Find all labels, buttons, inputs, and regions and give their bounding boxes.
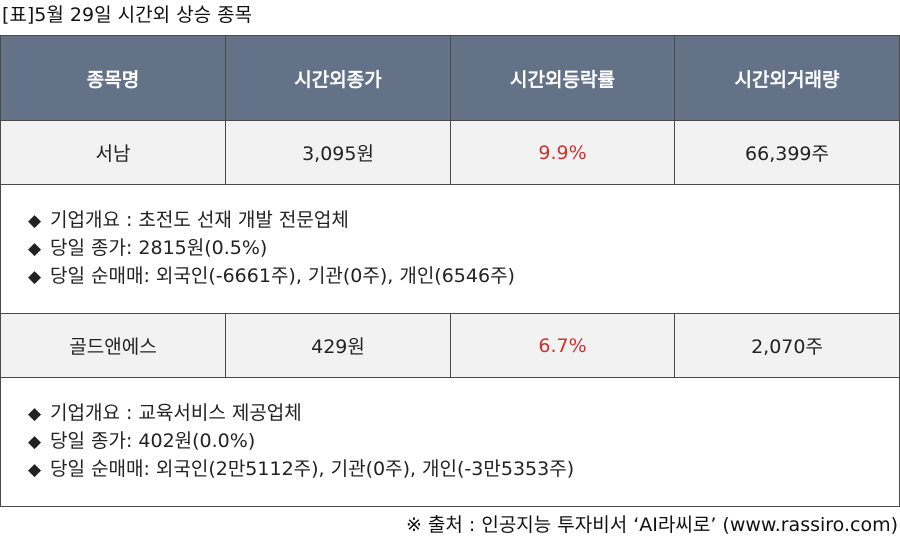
diamond-bullet-icon: ◆	[28, 239, 42, 259]
stock-info-row: ◆ 기업개요 : 초전도 선재 개발 전문업체 ◆ 당일 종가: 2815원(0.5…	[0, 184, 900, 314]
diamond-bullet-icon: ◆	[28, 432, 42, 452]
stock-row: 골드앤에스 429원 6.7% 2,070주	[0, 313, 900, 378]
diamond-bullet-icon: ◆	[28, 404, 42, 424]
diamond-bullet-icon: ◆	[28, 460, 42, 480]
info-line-overview: ◆ 기업개요 : 초전도 선재 개발 전문업체	[28, 207, 899, 235]
info-text: 당일 순매매: 외국인(-6661주), 기관(0주), 개인(6546주)	[50, 265, 515, 287]
diamond-bullet-icon: ◆	[28, 211, 42, 231]
stock-table: 종목명 시간외종가 시간외등락률 시간외거래량 서남 3,095원 9.9% 6…	[0, 35, 900, 507]
info-text: 기업개요 : 교육서비스 제공업체	[50, 402, 302, 424]
stock-name: 서남	[0, 120, 226, 185]
source-note: ※ 출처 : 인공지능 투자비서 ‘AI라씨로’ (www.rassiro.co…	[405, 514, 898, 536]
stock-rate: 6.7%	[450, 313, 675, 378]
info-line-net-trading: ◆ 당일 순매매: 외국인(2만5112주), 기관(0주), 개인(-3만535…	[28, 456, 899, 484]
stock-volume: 66,399주	[674, 120, 900, 185]
info-line-close: ◆ 당일 종가: 402원(0.0%)	[28, 428, 899, 456]
header-after-hours-volume: 시간외거래량	[674, 35, 900, 121]
table-caption: [표]5월 29일 시간외 상승 종목	[2, 4, 253, 26]
info-text: 당일 종가: 2815원(0.5%)	[50, 237, 268, 259]
stock-name: 골드앤에스	[0, 313, 226, 378]
stock-row: 서남 3,095원 9.9% 66,399주	[0, 120, 900, 185]
stock-volume: 2,070주	[674, 313, 900, 378]
diamond-bullet-icon: ◆	[28, 267, 42, 287]
info-text: 기업개요 : 초전도 선재 개발 전문업체	[50, 209, 349, 231]
stock-info-row: ◆ 기업개요 : 교육서비스 제공업체 ◆ 당일 종가: 402원(0.0%) ◆ 당…	[0, 377, 900, 507]
stock-price: 429원	[225, 313, 451, 378]
info-line-overview: ◆ 기업개요 : 교육서비스 제공업체	[28, 400, 899, 428]
header-after-hours-change: 시간외등락률	[450, 35, 675, 121]
info-text: 당일 순매매: 외국인(2만5112주), 기관(0주), 개인(-3만5353…	[50, 458, 575, 480]
info-line-close: ◆ 당일 종가: 2815원(0.5%)	[28, 235, 899, 263]
info-line-net-trading: ◆ 당일 순매매: 외국인(-6661주), 기관(0주), 개인(6546주)	[28, 263, 899, 291]
info-text: 당일 종가: 402원(0.0%)	[50, 430, 256, 452]
stock-info: ◆ 기업개요 : 교육서비스 제공업체 ◆ 당일 종가: 402원(0.0%) ◆ 당…	[0, 377, 900, 507]
stock-price: 3,095원	[225, 120, 451, 185]
header-stock-name: 종목명	[0, 35, 226, 121]
stock-rate: 9.9%	[450, 120, 675, 185]
header-row: 종목명 시간외종가 시간외등락률 시간외거래량	[0, 35, 900, 121]
header-after-hours-close: 시간외종가	[225, 35, 451, 121]
stock-info: ◆ 기업개요 : 초전도 선재 개발 전문업체 ◆ 당일 종가: 2815원(0.5…	[0, 184, 900, 314]
